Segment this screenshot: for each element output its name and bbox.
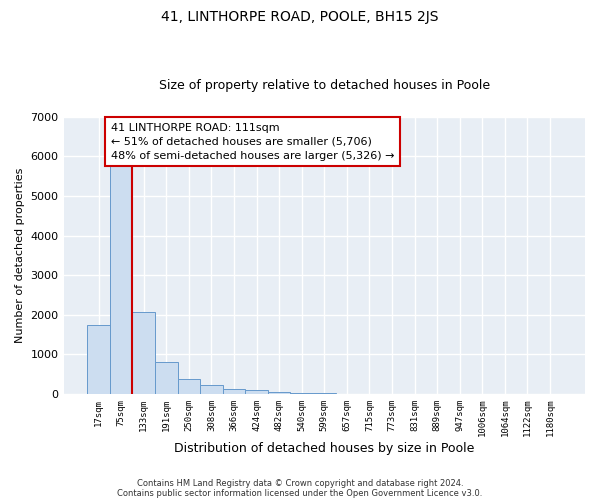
Bar bbox=[268, 392, 290, 394]
X-axis label: Distribution of detached houses by size in Poole: Distribution of detached houses by size … bbox=[174, 442, 475, 455]
Text: Contains public sector information licensed under the Open Government Licence v3: Contains public sector information licen… bbox=[118, 488, 482, 498]
Bar bbox=[87, 324, 110, 394]
Bar bbox=[133, 312, 155, 394]
Text: 41 LINTHORPE ROAD: 111sqm
← 51% of detached houses are smaller (5,706)
48% of se: 41 LINTHORPE ROAD: 111sqm ← 51% of detac… bbox=[111, 122, 394, 160]
Bar bbox=[290, 393, 313, 394]
Bar bbox=[155, 362, 178, 394]
Bar bbox=[223, 389, 245, 394]
Y-axis label: Number of detached properties: Number of detached properties bbox=[15, 168, 25, 343]
Bar bbox=[110, 165, 133, 394]
Bar bbox=[200, 385, 223, 394]
Bar bbox=[178, 380, 200, 394]
Bar bbox=[313, 393, 335, 394]
Title: Size of property relative to detached houses in Poole: Size of property relative to detached ho… bbox=[159, 79, 490, 92]
Text: 41, LINTHORPE ROAD, POOLE, BH15 2JS: 41, LINTHORPE ROAD, POOLE, BH15 2JS bbox=[161, 10, 439, 24]
Text: Contains HM Land Registry data © Crown copyright and database right 2024.: Contains HM Land Registry data © Crown c… bbox=[137, 478, 463, 488]
Bar bbox=[245, 390, 268, 394]
